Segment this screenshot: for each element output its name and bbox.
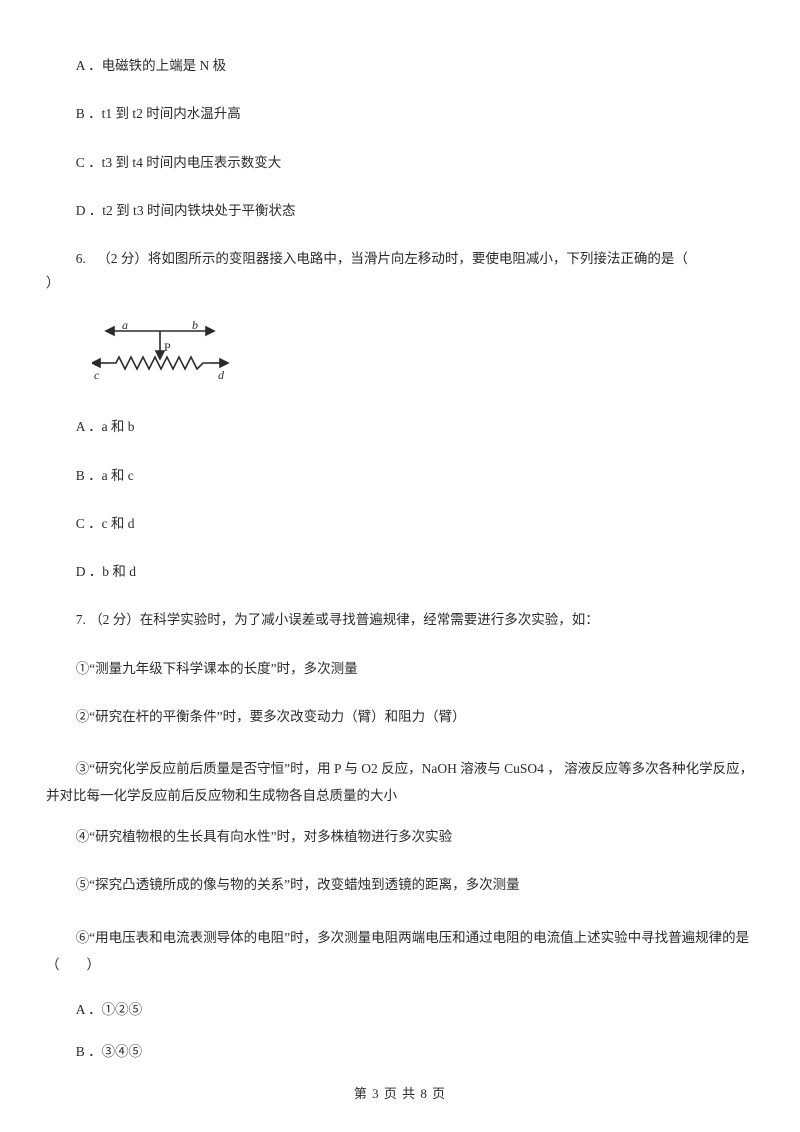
q7-option-a: A ．①②⑤ bbox=[46, 1000, 754, 1020]
q7-option-b: B ．③④⑤ bbox=[46, 1042, 754, 1062]
q5-option-c: C ．t3 到 t4 时间内电压表示数变大 bbox=[46, 153, 754, 173]
diagram-label-a: a bbox=[122, 319, 128, 332]
q7-item-4: ④“研究植物根的生长具有向水性”时，对多株植物进行多次实验 bbox=[46, 827, 754, 847]
q5-option-d: D ．t2 到 t3 时间内铁块处于平衡状态 bbox=[46, 201, 754, 221]
q7-item-3: ③“研究化学反应前后质量是否守恒”时，用 P 与 O2 反应，NaOH 溶液与 … bbox=[46, 755, 754, 809]
diagram-label-c: c bbox=[94, 368, 100, 382]
q6-option-d: D ．b 和 d bbox=[46, 562, 754, 582]
q6-option-c: C ．c 和 d bbox=[46, 514, 754, 534]
q7-stem: 7. （2 分）在科学实验时，为了减小误差或寻找普遍规律，经常需要进行多次实验，… bbox=[46, 610, 754, 630]
q6-stem: （2 分）将如图所示的变阻器接入电路中，当滑片向左移动时，要使电阻减小，下列接法… bbox=[97, 249, 754, 269]
q6-number: 6. bbox=[46, 249, 97, 269]
q7-item-5: ⑤“探究凸透镜所成的像与物的关系”时，改变蜡烛到透镜的距离，多次测量 bbox=[46, 875, 754, 895]
q5-option-a: A ．电磁铁的上端是 N 极 bbox=[46, 56, 754, 76]
diagram-label-d: d bbox=[218, 368, 225, 382]
page-body: A ．电磁铁的上端是 N 极 B ．t1 到 t2 时间内水温升高 C ．t3 … bbox=[0, 0, 800, 1124]
q6-option-a: A ．a 和 b bbox=[46, 417, 754, 437]
rheostat-diagram: a b c d P bbox=[92, 319, 754, 389]
page-footer: 第 3 页 共 8 页 bbox=[0, 1083, 800, 1102]
q7-item-6: ⑥“用电压表和电流表测导体的电阻”时，多次测量电阻两端电压和通过电阻的电流值上述… bbox=[46, 924, 754, 978]
q5-option-b: B ．t1 到 t2 时间内水温升高 bbox=[46, 104, 754, 124]
q6-option-b: B ．a 和 c bbox=[46, 466, 754, 486]
q6-stem-row: 6. （2 分）将如图所示的变阻器接入电路中，当滑片向左移动时，要使电阻减小，下… bbox=[46, 249, 754, 269]
q6-close-paren: ） bbox=[46, 271, 754, 291]
diagram-label-b: b bbox=[192, 319, 198, 332]
q7-item-2: ②“研究在杆的平衡条件”时，要多次改变动力（臂）和阻力（臂） bbox=[46, 707, 754, 727]
diagram-label-p: P bbox=[164, 340, 171, 354]
q7-item-1: ①“测量九年级下科学课本的长度”时，多次测量 bbox=[46, 659, 754, 679]
